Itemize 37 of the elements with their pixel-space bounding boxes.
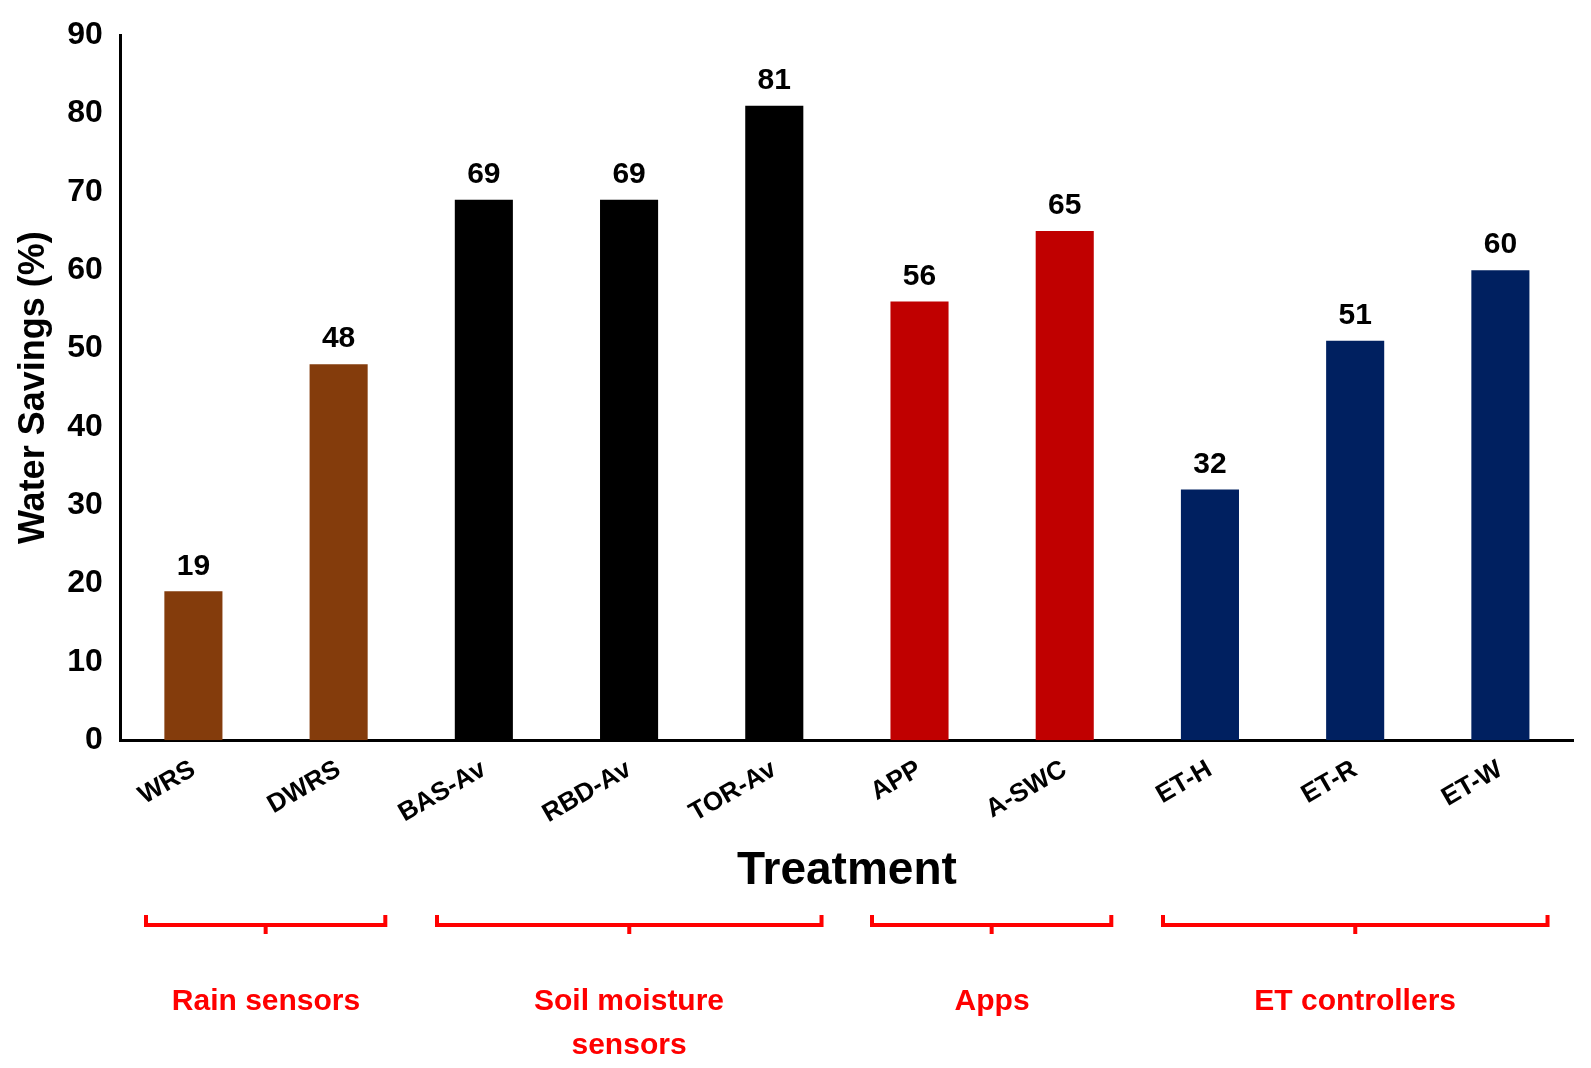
text: Soil moisture sensors [533, 982, 726, 1062]
x-tick-label: ET-R [1295, 752, 1362, 809]
y-axis-title: Water Savings (%) [10, 231, 52, 545]
x-tick-label: ET-H [1150, 753, 1217, 809]
bar [309, 364, 368, 741]
text: ET controllers [1253, 982, 1457, 1018]
text: Rain sensors [170, 982, 362, 1018]
bar [1326, 340, 1385, 741]
text: Apps [953, 982, 1031, 1018]
y-tick-label: 60 [67, 250, 103, 287]
y-tick-label: 50 [67, 328, 103, 365]
bar [890, 301, 949, 741]
y-tick-label: 30 [67, 485, 103, 521]
data-label: 81 [757, 61, 791, 95]
y-tick-label: 70 [67, 171, 103, 208]
data-label: 69 [612, 155, 646, 189]
y-tick-label: 10 [67, 641, 103, 678]
x-axis-title: Treatment [736, 842, 957, 895]
data-label: 69 [467, 155, 501, 189]
data-label: 48 [321, 320, 356, 354]
data-label: 51 [1338, 296, 1372, 330]
data-label: 56 [902, 257, 937, 291]
y-tick-label: 80 [67, 93, 103, 130]
y-tick-label: 40 [67, 406, 103, 443]
bar [1035, 231, 1094, 741]
y-tick-label: 90 [67, 15, 103, 52]
y-tick-label: 0 [85, 719, 103, 756]
data-label: 32 [1193, 445, 1227, 479]
bar [1180, 489, 1239, 741]
y-tick-label: 20 [67, 563, 103, 600]
bar [164, 591, 223, 741]
data-label: 60 [1483, 226, 1518, 260]
x-tick-label: APP [864, 753, 927, 806]
bar [1471, 270, 1530, 741]
data-label: 65 [1048, 187, 1082, 221]
x-tick-label: WRS [132, 753, 200, 810]
data-label: 19 [176, 547, 211, 581]
